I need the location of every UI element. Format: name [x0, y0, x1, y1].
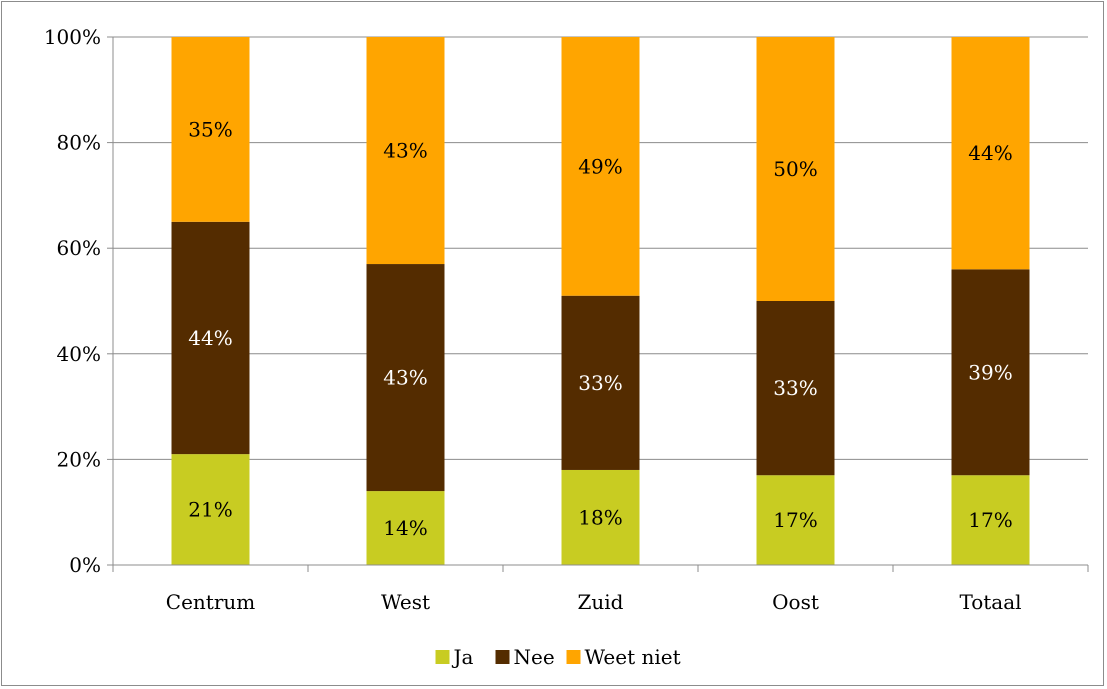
data-label: 50%	[773, 157, 817, 181]
y-tick-label: 40%	[57, 342, 101, 366]
bar-segment	[561, 37, 640, 296]
bar-segment	[366, 491, 445, 565]
data-label: 17%	[968, 508, 1012, 532]
x-tick-label: West	[381, 590, 430, 614]
data-label: 14%	[383, 516, 427, 540]
bar-segment	[171, 221, 250, 455]
x-tick-label: Zuid	[578, 590, 624, 614]
bar-segment	[756, 301, 835, 476]
legend-swatch	[566, 650, 581, 664]
bar-segment	[951, 37, 1030, 270]
y-tick-label: 20%	[57, 447, 101, 471]
x-tick-label: Centrum	[166, 590, 255, 614]
bar-segment	[561, 469, 640, 565]
data-label: 44%	[968, 141, 1012, 165]
legend-label: Nee	[514, 645, 555, 669]
bar-segment	[561, 295, 640, 470]
bar-segment	[951, 269, 1030, 476]
bar-segment	[756, 475, 835, 565]
data-label: 49%	[578, 154, 622, 178]
x-tick-label: Oost	[772, 590, 819, 614]
data-label: 33%	[578, 371, 622, 395]
legend-label: Weet niet	[585, 645, 681, 669]
y-tick-label: 60%	[57, 236, 101, 260]
data-label: 33%	[773, 376, 817, 400]
legend-swatch	[495, 650, 510, 664]
data-label: 43%	[383, 366, 427, 390]
data-label: 39%	[968, 360, 1012, 384]
y-axis: 0% 20% 40% 60% 80% 100%	[44, 25, 114, 577]
bars: 21% 44% 35% 14% 43% 43% 18% 33% 49% 17% 33% 50% 17% 3…	[171, 37, 1030, 565]
bar-segment	[366, 37, 445, 265]
y-tick-label: 80%	[57, 131, 101, 155]
bar-segment	[366, 264, 445, 492]
legend-swatch	[435, 650, 450, 664]
data-label: 44%	[188, 326, 232, 350]
y-tick-label: 0%	[69, 553, 101, 577]
x-axis: Centrum West Zuid Oost Totaal	[112, 564, 1089, 614]
data-label: 43%	[383, 139, 427, 163]
data-label: 35%	[188, 117, 232, 141]
bar-segment	[756, 37, 835, 301]
legend-label: Ja	[452, 645, 474, 669]
bar-segment	[951, 475, 1030, 565]
data-label: 17%	[773, 508, 817, 532]
bar-segment	[171, 454, 250, 565]
bar-segment	[171, 37, 250, 222]
data-label: 21%	[188, 498, 232, 522]
data-label: 18%	[578, 505, 622, 529]
y-tick-label: 100%	[44, 25, 101, 49]
legend: Ja Nee Weet niet	[435, 645, 681, 669]
x-tick-label: Totaal	[959, 590, 1021, 614]
